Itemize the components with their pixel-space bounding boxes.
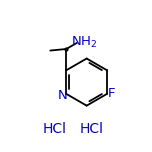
Text: HCl: HCl [79,122,103,136]
Text: N: N [58,89,68,102]
Text: F: F [108,87,115,100]
Text: NH$_2$: NH$_2$ [71,35,98,50]
Text: HCl: HCl [43,122,67,136]
